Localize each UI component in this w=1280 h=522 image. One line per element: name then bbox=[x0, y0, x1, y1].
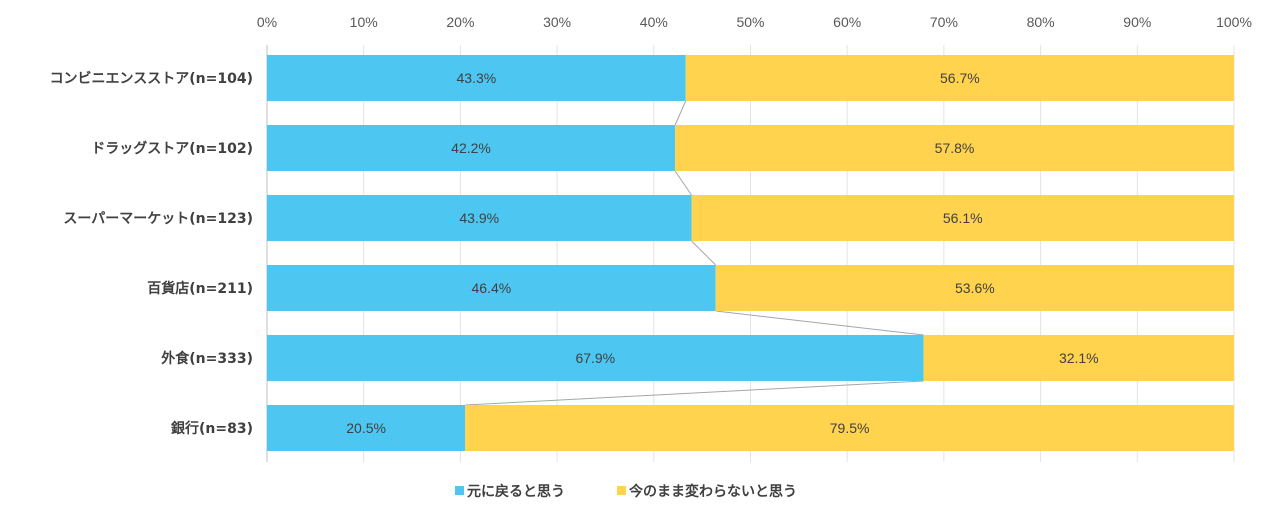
bar-unchanged bbox=[691, 195, 1234, 241]
x-tick-label: 10% bbox=[350, 14, 378, 30]
x-tick-label: 90% bbox=[1123, 14, 1151, 30]
bar-unchanged bbox=[675, 125, 1234, 171]
data-label: 32.1% bbox=[1059, 350, 1099, 366]
legend-label: 今のまま変わらないと思う bbox=[628, 483, 797, 500]
x-tick-label: 70% bbox=[930, 14, 958, 30]
category-label: ドラッグストア(n=102) bbox=[91, 140, 253, 157]
x-tick-label: 80% bbox=[1027, 14, 1055, 30]
legend-label: 元に戻ると思う bbox=[467, 483, 565, 500]
x-tick-label: 0% bbox=[257, 14, 277, 30]
data-label: 20.5% bbox=[346, 420, 386, 436]
bar-return bbox=[267, 265, 716, 311]
category-label: 百貨店(n=211) bbox=[147, 280, 253, 297]
bar-unchanged bbox=[685, 55, 1234, 101]
data-label: 42.2% bbox=[451, 140, 491, 156]
data-label: 46.4% bbox=[471, 280, 511, 296]
data-label: 56.1% bbox=[943, 210, 983, 226]
data-label: 79.5% bbox=[830, 420, 870, 436]
data-label: 67.9% bbox=[575, 350, 615, 366]
category-label: コンビニエンスストア(n=104) bbox=[50, 71, 253, 87]
series-line bbox=[715, 310, 924, 336]
category-label: 外食(n=333) bbox=[161, 350, 253, 367]
bar-return bbox=[267, 335, 924, 381]
bar-unchanged bbox=[923, 335, 1234, 381]
category-label: 銀行(n=83) bbox=[171, 420, 253, 437]
series-line bbox=[674, 100, 687, 126]
series-line bbox=[465, 380, 924, 406]
bar-unchanged bbox=[715, 265, 1234, 311]
data-label: 56.7% bbox=[940, 70, 980, 86]
bar-return bbox=[267, 55, 686, 101]
category-label: スーパーマーケット(n=123) bbox=[63, 211, 253, 227]
legend-swatch-return bbox=[455, 486, 464, 495]
x-tick-label: 40% bbox=[640, 14, 668, 30]
bar-return bbox=[267, 195, 692, 241]
data-label: 43.9% bbox=[459, 210, 499, 226]
x-tick-label: 60% bbox=[833, 14, 861, 30]
bar-return bbox=[267, 125, 676, 171]
x-tick-label: 20% bbox=[446, 14, 474, 30]
series-line bbox=[691, 240, 717, 266]
bar-unchanged bbox=[465, 405, 1234, 451]
legend-swatch-unchanged bbox=[617, 486, 626, 495]
bar-return bbox=[267, 405, 466, 451]
x-tick-label: 50% bbox=[736, 14, 764, 30]
x-tick-label: 30% bbox=[543, 14, 571, 30]
x-tick-label: 100% bbox=[1216, 14, 1252, 30]
data-label: 57.8% bbox=[935, 140, 975, 156]
series-line bbox=[674, 170, 692, 196]
data-label: 53.6% bbox=[955, 280, 995, 296]
data-label: 43.3% bbox=[457, 70, 497, 86]
